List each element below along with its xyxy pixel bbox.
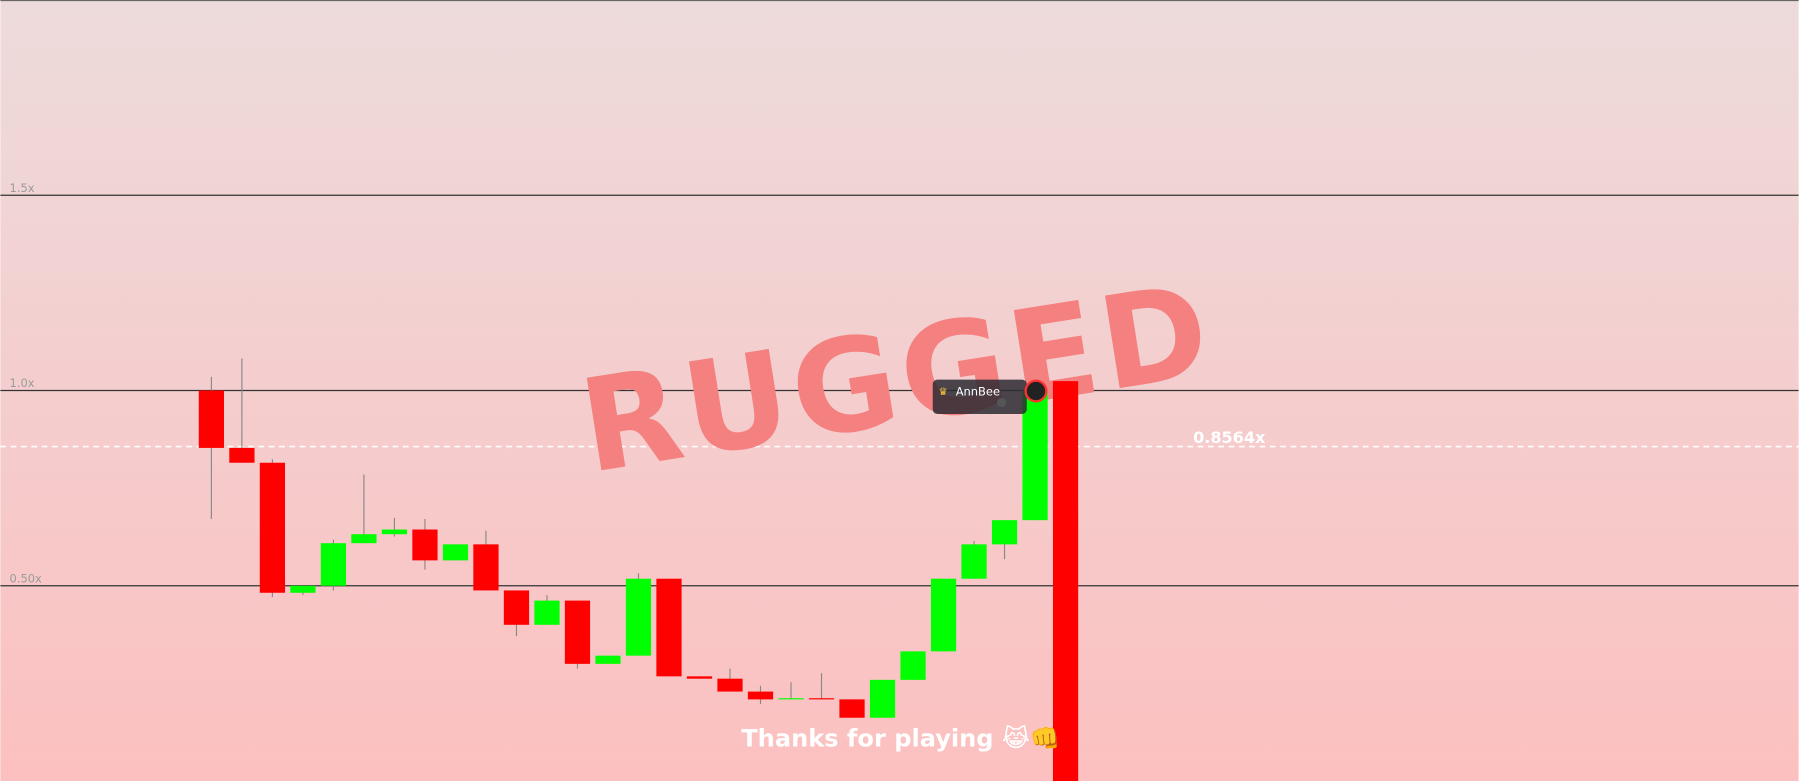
candle-body: [412, 529, 438, 561]
y-tick-label: 0.50x: [10, 571, 43, 585]
candle-body: [229, 447, 255, 463]
candle-body: [259, 462, 286, 593]
candle-body: [503, 590, 530, 625]
player-name: AnnBee: [956, 385, 1000, 399]
end-message: Thanks for playing 😹👊: [741, 725, 1060, 753]
overlay: ♛ AnnBee Thanks for playing 😹👊: [741, 379, 1060, 753]
candle-body: [473, 544, 499, 591]
candle-body: [534, 600, 560, 625]
candle-body: [808, 698, 835, 700]
candle-body: [1022, 390, 1048, 521]
candle-body: [656, 578, 682, 677]
candle-body: [930, 578, 957, 652]
candle-body: [778, 698, 804, 700]
candle-body: [747, 691, 774, 700]
player-avatar: [1024, 379, 1048, 403]
candle-body: [320, 543, 347, 586]
candle-body: [1052, 381, 1079, 781]
y-tick-label: 1.5x: [10, 181, 35, 195]
candle-body: [564, 600, 591, 664]
candle-body: [839, 699, 865, 718]
crown-icon: ♛: [938, 386, 947, 398]
candle-body: [351, 534, 377, 544]
y-tick-label: 1.0x: [10, 376, 35, 390]
candle-body: [961, 544, 987, 579]
candles: [198, 358, 1079, 781]
candle-body: [442, 544, 469, 561]
candle-body: [198, 390, 225, 448]
candle-body: [900, 651, 926, 680]
candle-body: [686, 676, 713, 679]
candle-body: [625, 578, 652, 656]
candle-body: [290, 585, 316, 593]
status-dot: [996, 397, 1007, 408]
candle-body: [869, 679, 896, 718]
candle-body: [717, 678, 743, 692]
current-price-label: 0.8564x: [1193, 428, 1266, 447]
candle-body: [595, 655, 621, 664]
grid: 0.50x 1.0x 1.5x 0.8564x: [0, 181, 1799, 587]
candle-body: [991, 520, 1018, 545]
candle-body: [381, 529, 408, 535]
